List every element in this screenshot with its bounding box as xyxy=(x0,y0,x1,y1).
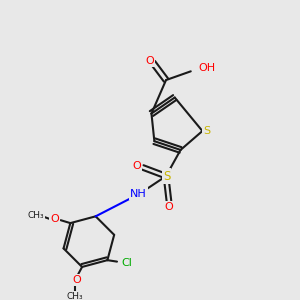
Text: O: O xyxy=(72,275,81,285)
Text: CH₃: CH₃ xyxy=(28,211,45,220)
Text: O: O xyxy=(164,202,173,212)
Text: S: S xyxy=(163,169,170,183)
Text: CH₃: CH₃ xyxy=(67,292,83,300)
Text: O: O xyxy=(50,214,59,224)
Text: NH: NH xyxy=(130,189,147,199)
Text: O: O xyxy=(133,161,141,171)
Text: O: O xyxy=(145,56,154,66)
Text: OH: OH xyxy=(198,63,215,74)
Text: S: S xyxy=(203,126,210,136)
Text: Cl: Cl xyxy=(121,258,132,268)
